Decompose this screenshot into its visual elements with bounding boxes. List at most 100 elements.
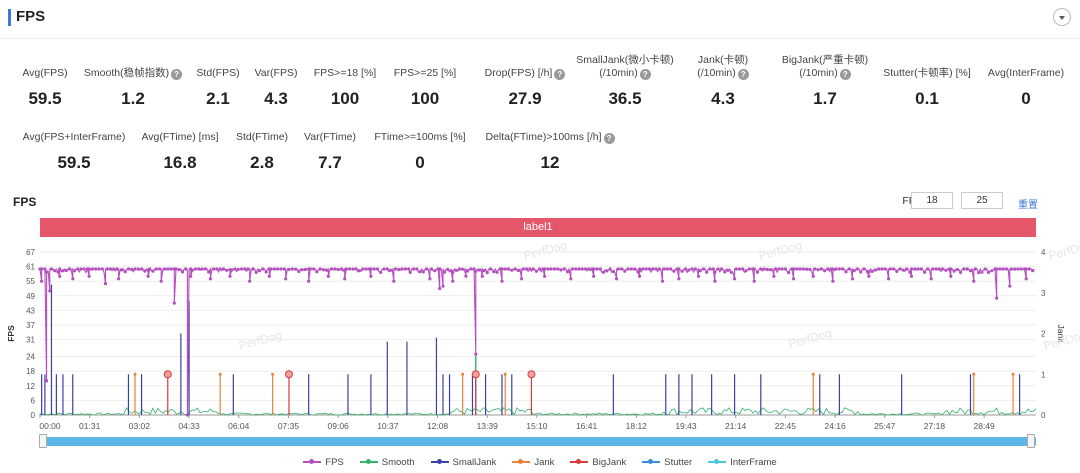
fps-point [279, 267, 283, 271]
fps-point [929, 277, 933, 281]
legend-item-stutter[interactable]: Stutter [642, 457, 692, 468]
fps-point [973, 267, 978, 271]
chart-title: FPS [13, 195, 37, 209]
fps-point [934, 267, 938, 271]
reset-link[interactable]: 重置 [1018, 200, 1038, 211]
fps-point [1009, 267, 1014, 271]
metric-row1-4: FPS>=18 [%] 100 [306, 67, 384, 109]
fps-point [1024, 277, 1028, 281]
metric-row1-9: BigJank(严重卡顿) (/10min)? 1.7 [770, 54, 880, 109]
fps-point [428, 277, 432, 281]
fps-point [538, 267, 542, 271]
y-tick-label: 12 [26, 382, 35, 391]
threshold-high-input[interactable] [961, 192, 1003, 209]
fps-point [503, 267, 507, 271]
slider-right-handle[interactable] [1027, 434, 1035, 448]
metric-label: Smooth(稳帧指数) [83, 67, 170, 79]
fps-point [931, 267, 935, 271]
x-tick-label: 06:04 [228, 421, 250, 431]
metric-label: Std(FPS) [196, 67, 240, 79]
fps-point [71, 277, 75, 281]
metric-row2-2: Std(FTime) 2.8 [228, 131, 296, 173]
x-tick-label: 19:43 [675, 421, 697, 431]
fps-point [977, 271, 981, 275]
legend-item-smooth[interactable]: Smooth [359, 456, 415, 468]
metric-row1-5: FPS>=25 [%] 100 [386, 67, 464, 109]
fps-point [937, 267, 941, 271]
slider-left-handle[interactable] [39, 434, 47, 448]
fps-point [415, 267, 419, 271]
threshold-low-input[interactable] [911, 192, 953, 209]
fps-point [354, 267, 358, 271]
jank-point [811, 372, 815, 376]
fps-point [343, 277, 347, 281]
fps-point [1031, 269, 1035, 273]
help-icon[interactable]: ? [603, 133, 615, 144]
fps-point [955, 268, 960, 272]
fps-point [755, 270, 760, 274]
label-bar[interactable]: label1 [40, 218, 1036, 237]
collapse-chevron-icon[interactable] [1053, 8, 1071, 26]
fps-point [403, 267, 407, 271]
y2-tick-label: 0 [1041, 411, 1046, 420]
x-tick-label: 16:41 [576, 421, 598, 431]
metric-label: Jank(卡顿) [697, 54, 749, 66]
fps-point [808, 267, 812, 271]
fps-point [194, 267, 198, 271]
fps-point [744, 269, 748, 273]
metric-row1-3: Var(FPS) 4.3 [244, 67, 308, 109]
fps-point [1019, 267, 1023, 271]
jank-point [972, 372, 976, 376]
fps-point [859, 270, 863, 274]
legend-item-bigjank[interactable]: BigJank [570, 457, 626, 468]
help-icon[interactable]: ? [554, 69, 566, 80]
fps-point [677, 267, 681, 271]
fps-point [543, 274, 547, 278]
fps-point [641, 267, 645, 271]
legend-item-jank[interactable]: Jank [512, 457, 554, 468]
legend-item-smalljank[interactable]: SmallJank [430, 457, 496, 468]
legend-item-fps[interactable]: FPS [303, 457, 344, 468]
fps-point [690, 267, 694, 271]
fps-point [130, 267, 134, 272]
fps-point [737, 267, 742, 271]
help-icon[interactable]: ? [639, 69, 651, 80]
fps-point [801, 267, 806, 271]
x-tick-label: 04:33 [178, 421, 200, 431]
fps-point [1024, 267, 1028, 271]
fps-point [986, 270, 991, 274]
fps-point [325, 268, 329, 272]
fps-point [1027, 267, 1031, 271]
fps-point [40, 267, 44, 271]
fps-point [361, 267, 365, 271]
fps-point [811, 274, 815, 278]
fps-point [421, 270, 425, 274]
fps-point [294, 267, 298, 271]
fps-point [693, 267, 697, 271]
fps-point [112, 267, 116, 271]
fps-point [629, 267, 634, 271]
fps-point [895, 269, 899, 273]
metric-value: 1.7 [813, 89, 837, 108]
jank-point [461, 372, 465, 376]
fps-point [500, 267, 504, 271]
fps-point [307, 279, 311, 283]
time-range-slider[interactable] [42, 437, 1036, 446]
legend-item-interframe[interactable]: InterFrame [708, 457, 777, 468]
fps-point [446, 267, 450, 272]
legend-label: Smooth [381, 456, 415, 468]
fps-point [318, 267, 322, 271]
help-icon[interactable]: ? [171, 69, 183, 80]
fps-point [215, 267, 219, 271]
fps-point [136, 267, 140, 271]
x-tick-label: 01:31 [79, 421, 101, 431]
help-icon[interactable]: ? [737, 69, 749, 80]
fps-point [203, 267, 208, 271]
section-header: FPS [0, 0, 1080, 36]
metric-label: Std(FTime) [235, 131, 289, 143]
fps-point [762, 267, 766, 271]
help-icon[interactable]: ? [839, 69, 851, 80]
fps-point [146, 274, 150, 278]
fps-point [190, 268, 194, 272]
